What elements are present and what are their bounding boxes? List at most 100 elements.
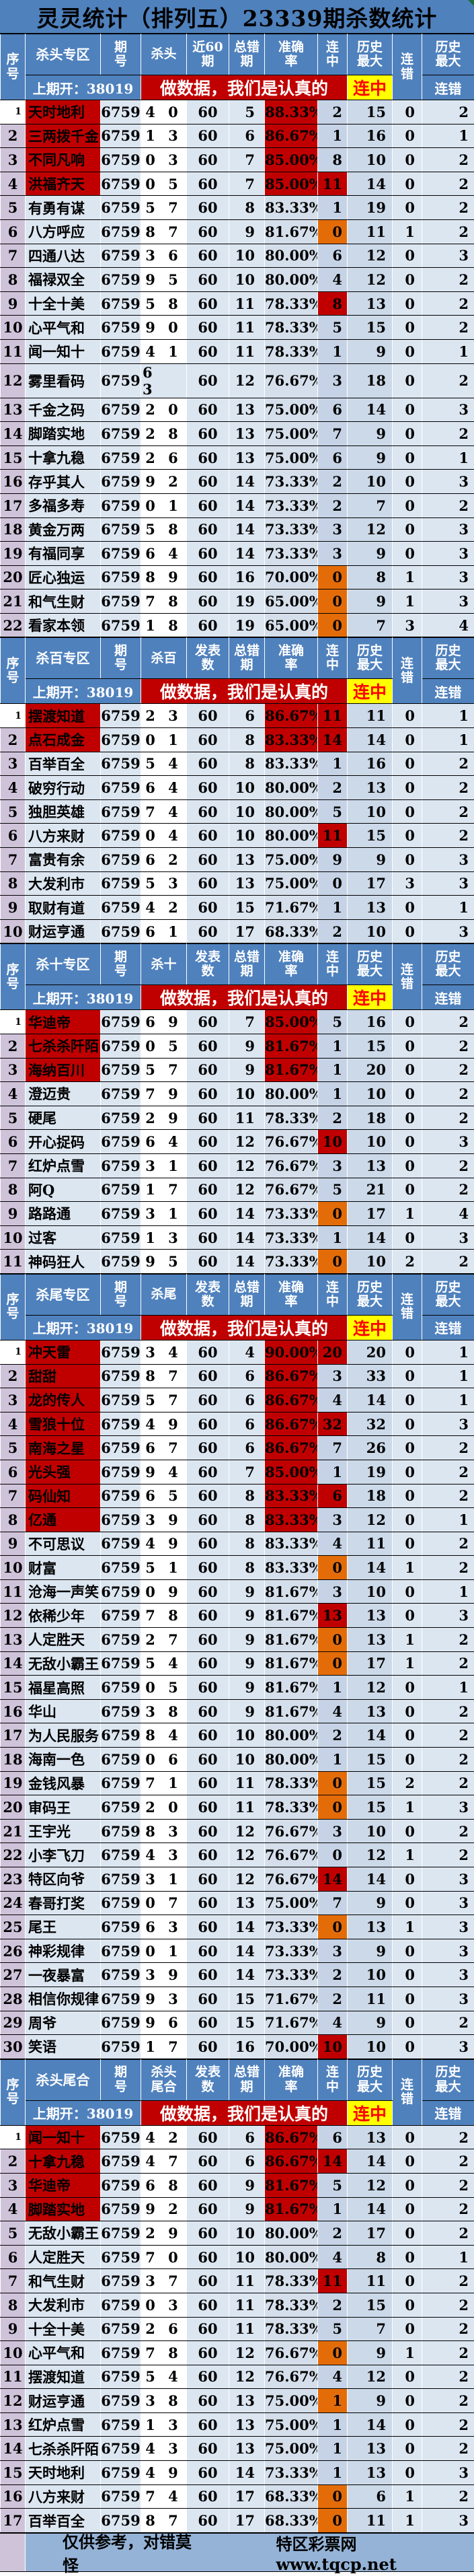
max-streak-hit-cell: 15 (348, 2293, 393, 2317)
streak-miss-cell: 0 (393, 1963, 422, 1987)
streak-miss-cell: 1 (393, 1651, 422, 1676)
max-streak-miss-cell: 2 (422, 422, 474, 446)
max-streak-miss-cell: 2 (422, 2011, 474, 2035)
kill-numbers-cell: 2 9 (141, 2221, 187, 2246)
streak-hit-cell: 3 (318, 1939, 348, 1963)
streak-hit-cell: 2 (318, 919, 348, 943)
col-header-streak-hit: 连 中 (318, 2059, 348, 2100)
accuracy-cell: 86.67% (265, 1388, 318, 1412)
max-streak-hit-cell: 14 (348, 1867, 393, 1892)
published-count-cell: 60 (187, 470, 229, 494)
period-cell: 6759 (101, 2173, 141, 2197)
max-streak-miss-cell: 2 (422, 1556, 474, 1580)
published-count-cell: 60 (187, 1987, 229, 2011)
max-streak-hit-cell: 13 (348, 1915, 393, 1939)
name-cell: 看家本领 (26, 613, 101, 637)
kill-numbers-cell: 4 3 (141, 1843, 187, 1867)
max-streak-miss-cell: 3 (422, 848, 474, 872)
col-header-published: 近60 期 (187, 34, 229, 75)
kill-numbers-cell: 5 4 (141, 752, 187, 776)
published-count-cell: 60 (187, 542, 229, 566)
period-cell: 6759 (101, 1628, 141, 1652)
streak-hit-cell: 2 (318, 100, 348, 124)
max-streak-miss-cell: 3 (422, 919, 474, 943)
total-errors-cell: 14 (229, 470, 265, 494)
total-errors-cell: 6 (229, 1436, 265, 1460)
max-streak-hit-cell: 18 (348, 1484, 393, 1508)
total-errors-cell: 4 (229, 1340, 265, 1364)
period-cell: 6759 (101, 1436, 141, 1460)
seq-cell: 6 (1, 1460, 26, 1484)
total-errors-cell: 10 (229, 776, 265, 800)
max-streak-miss-cell: 3 (422, 1987, 474, 2011)
max-streak-hit-cell: 12 (348, 268, 393, 292)
published-count-cell: 60 (187, 824, 229, 848)
seq-cell: 10 (1, 1225, 26, 1250)
name-cell: 人定胜天 (26, 2245, 101, 2269)
kill-numbers-cell: 7 4 (141, 2484, 187, 2509)
name-cell: 百举百全 (26, 752, 101, 776)
streak-hit-cell: 0 (318, 613, 348, 637)
max-streak-hit-cell: 11 (348, 219, 393, 244)
total-errors-cell: 7 (229, 1460, 265, 1484)
kill-numbers-cell: 7 8 (141, 2341, 187, 2365)
name-cell: 审码王 (26, 1795, 101, 1820)
published-count-cell: 60 (187, 1484, 229, 1508)
streak-miss-cell: 0 (393, 919, 422, 943)
published-count-cell: 60 (187, 1058, 229, 1082)
period-cell: 6759 (101, 2125, 141, 2149)
max-streak-hit-cell: 16 (348, 752, 393, 776)
streak-miss-cell: 0 (393, 2437, 422, 2461)
max-streak-miss-cell: 3 (422, 470, 474, 494)
max-streak-miss-cell: 2 (422, 1484, 474, 1508)
max-streak-miss-cell: 1 (422, 1508, 474, 1532)
max-streak-miss-cell: 2 (422, 776, 474, 800)
max-streak-miss-cell: 3 (422, 2509, 474, 2533)
max-streak-hit-cell: 16 (348, 124, 393, 148)
max-streak-hit-cell: 9 (348, 445, 393, 470)
accuracy-cell: 85.00% (265, 148, 318, 172)
footer-site-link[interactable]: 特区彩票网www.tqcp.net (276, 2531, 474, 2574)
footer-bar: 仅供参考，对错莫怪 特区彩票网www.tqcp.net (0, 2533, 474, 2571)
total-errors-cell: 6 (229, 2149, 265, 2174)
section-table-5: 序 号杀头尾合期 号杀头 尾合发表 数总错 期准确 率连 中历史 最大连 错历史… (0, 2059, 474, 2533)
period-cell: 6759 (101, 268, 141, 292)
max-streak-miss-cell: 2 (422, 799, 474, 824)
period-cell: 6759 (101, 2221, 141, 2246)
period-cell: 6759 (101, 542, 141, 566)
total-errors-cell: 7 (229, 172, 265, 196)
accuracy-cell: 85.00% (265, 1460, 318, 1484)
name-cell: 龙的传人 (26, 1388, 101, 1412)
max-streak-miss-cell: 1 (422, 1364, 474, 1388)
name-cell: 红炉点雪 (26, 1153, 101, 1178)
streak-hit-cell: 5 (318, 1178, 348, 1202)
max-streak-miss-cell: 3 (422, 517, 474, 542)
seq-cell: 8 (1, 871, 26, 896)
max-streak-miss-cell: 2 (422, 1178, 474, 1202)
period-cell: 6759 (101, 470, 141, 494)
kill-numbers-cell: 9 2 (141, 470, 187, 494)
col-header-history-max-hit: 历史 最大 (348, 34, 393, 75)
col-header-kill: 杀百 (141, 638, 187, 679)
total-errors-cell: 19 (229, 613, 265, 637)
accuracy-cell: 81.67% (265, 2173, 318, 2197)
period-cell: 6759 (101, 196, 141, 220)
section-table-4: 序 号杀尾专区期 号杀尾发表 数总错 期准确 率连 中历史 最大连 错历史 最大… (0, 1274, 474, 2059)
footer-note-bar: 仅供参考，对错莫怪 特区彩票网www.tqcp.net (26, 2534, 474, 2571)
col-header-streak-miss: 连 错 (393, 34, 422, 100)
max-streak-miss-cell: 2 (422, 196, 474, 220)
seq-cell: 7 (1, 1484, 26, 1508)
published-count-cell: 60 (187, 244, 229, 268)
max-streak-miss-cell: 3 (422, 1891, 474, 1915)
streak-miss-cell: 0 (393, 799, 422, 824)
max-streak-miss-cell: 1 (422, 1579, 474, 1604)
